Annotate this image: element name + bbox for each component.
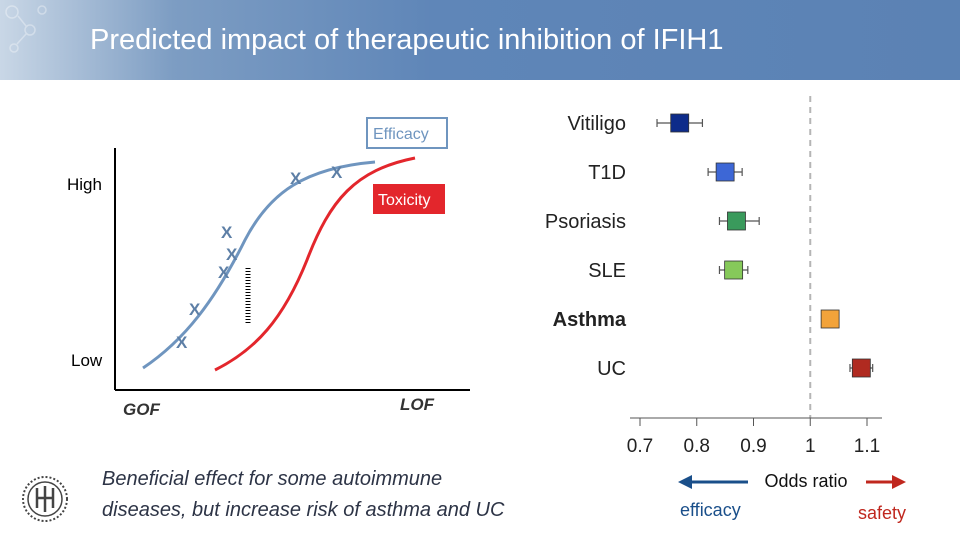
x-marker-6: X (290, 169, 302, 188)
x-marker-7: X (331, 163, 343, 182)
x-tick-label-3: 1 (805, 436, 816, 457)
x-marker-4: X (226, 245, 238, 264)
x-marker-1: X (176, 333, 188, 352)
title-bar: Predicted impact of therapeutic inhibiti… (0, 0, 960, 108)
x-lof-label: LOF (400, 395, 435, 414)
toxicity-label-box (373, 184, 445, 214)
y-high-label: High (67, 175, 102, 194)
point-t1d (715, 162, 735, 182)
row-label-vitiligo: Vitiligo (567, 113, 626, 135)
efficacy-label-box (366, 117, 448, 149)
y-low-label: Low (71, 351, 103, 370)
point-vitiligo (670, 113, 690, 133)
dose-response-diagram: High Low GOF LOF Efficacy Toxicity X X X… (67, 117, 470, 419)
toxicity-curve (214, 156, 416, 372)
caption: Beneficial effect for some autoimmune di… (102, 464, 622, 526)
row-label-uc: UC (597, 358, 626, 380)
efficacy-arrow-head (678, 475, 692, 489)
x-tick-label-4: 1.1 (854, 436, 880, 457)
point-uc (851, 358, 871, 378)
row-label-asthma: Asthma (553, 309, 627, 331)
row-label-psoriasis: Psoriasis (545, 211, 626, 233)
slide-title: Predicted impact of therapeutic inhibiti… (90, 24, 724, 56)
decorative-pattern (4, 5, 47, 108)
efficacy-curve (142, 160, 376, 370)
x-tick-label-2: 0.9 (740, 436, 766, 457)
point-asthma (820, 309, 840, 329)
safety-arrow-head (892, 475, 906, 489)
toxicity-label: Toxicity (378, 192, 430, 209)
row-label-sle: SLE (588, 260, 626, 282)
x-tick-label-1: 0.8 (684, 436, 710, 457)
x-marker-2: X (189, 300, 201, 319)
x-marker-5: X (221, 223, 233, 242)
efficacy-arrow-label: efficacy (680, 500, 741, 520)
safety-arrow-label: safety (858, 503, 907, 523)
efficacy-label: Efficacy (373, 126, 429, 143)
jci-logo (22, 476, 68, 522)
caption-line-1: Beneficial effect for some autoimmune (102, 468, 443, 490)
x-axis-label: Odds ratio (764, 471, 847, 491)
x-gof-label: GOF (123, 400, 160, 419)
x-marker-3: X (218, 263, 230, 282)
point-sle (724, 260, 744, 280)
x-tick-label-0: 0.7 (627, 436, 653, 457)
row-label-t1d: T1D (588, 162, 626, 184)
point-psoriasis (727, 211, 746, 231)
caption-line-2: diseases, but increase risk of asthma an… (102, 499, 505, 521)
